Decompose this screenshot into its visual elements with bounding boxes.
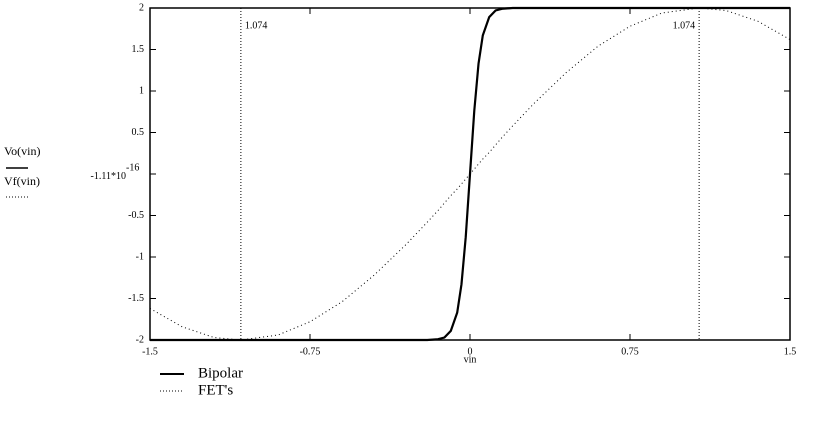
y-tick-label: -1.11*10 — [91, 171, 126, 182]
x-tick-label: -0.75 — [300, 346, 321, 357]
y-tick-label: 1.5 — [132, 44, 145, 55]
x-tick-label: 0 — [468, 346, 473, 357]
y-tick-label: -1 — [136, 251, 144, 262]
y-tick-label: 2 — [139, 2, 144, 13]
legend-label: Bipolar — [198, 365, 243, 381]
y-axis-label: Vo(vin) — [4, 144, 40, 158]
y-tick-label: 0.5 — [132, 127, 145, 138]
y-tick-label: 1 — [139, 85, 144, 96]
y-tick-label: -1.5 — [128, 293, 144, 304]
y-tick-label: -2 — [136, 334, 144, 345]
x-tick-label: -1.5 — [142, 346, 158, 357]
legend-label: FET's — [198, 382, 233, 398]
y-tick-exponent: -16 — [126, 162, 139, 173]
y-tick-label: -0.5 — [128, 210, 144, 221]
marker-label: 1.074 — [245, 20, 268, 31]
marker-label: 1.074 — [673, 20, 696, 31]
x-tick-label: 1.5 — [784, 346, 797, 357]
x-tick-label: 0.75 — [621, 346, 639, 357]
y-axis-label: Vf(vin) — [4, 174, 40, 188]
series-line — [149, 7, 791, 341]
x-axis-label: vin — [464, 354, 477, 365]
y-tick-label-base: -1.11*10 — [91, 171, 126, 182]
